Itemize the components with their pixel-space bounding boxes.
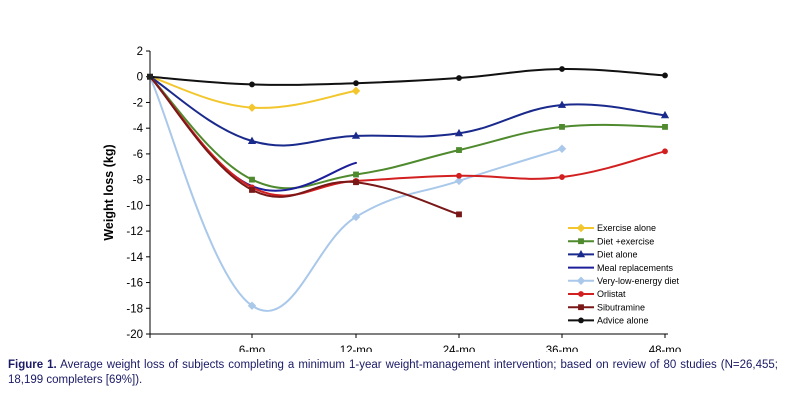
data-point-diet-exercise xyxy=(559,123,565,130)
legend-item-orlistat: Orlistat xyxy=(568,289,626,299)
legend-marker xyxy=(578,304,584,311)
y-tick-label: -2 xyxy=(133,97,143,109)
data-point-very-low-energy-diet xyxy=(454,176,464,186)
series-layer xyxy=(147,66,670,312)
legend-marker xyxy=(576,249,586,258)
data-point-advice-alone xyxy=(662,72,668,79)
legend-label: Diet alone xyxy=(597,250,638,260)
data-point-orlistat xyxy=(559,174,565,180)
series-advice-alone xyxy=(149,66,668,88)
series-line-diet-alone xyxy=(149,75,666,147)
series-meal-replacements xyxy=(149,75,357,192)
y-tick-label: -14 xyxy=(126,252,143,264)
figure-caption: Figure 1. Average weight loss of subject… xyxy=(8,358,778,388)
data-point-diet-exercise xyxy=(662,123,668,130)
x-tick-label: 48-mo xyxy=(649,345,682,352)
data-point-advice-alone xyxy=(249,81,255,88)
legend-item-very-low-energy-diet: Very-low-energy diet xyxy=(568,276,680,286)
data-point-advice-alone xyxy=(559,66,565,72)
data-point-exercise-alone xyxy=(351,86,361,96)
series-line-sibutramine xyxy=(149,75,460,216)
y-tick-label: -12 xyxy=(126,226,143,238)
series-diet-alone xyxy=(149,75,670,147)
data-point-diet-exercise xyxy=(353,171,359,178)
legend-label: Sibutramine xyxy=(597,302,645,312)
y-tick-label: -4 xyxy=(133,123,144,135)
series-sibutramine xyxy=(149,75,462,218)
series-diet-exercise xyxy=(149,75,668,190)
series-exercise-alone xyxy=(149,75,361,112)
data-point-diet-alone xyxy=(351,131,361,139)
legend-marker xyxy=(578,291,584,297)
legend-label: Very-low-energy diet xyxy=(597,276,680,286)
legend: Exercise alone Diet +exercise Diet alone Me… xyxy=(568,223,680,326)
data-point-diet-alone xyxy=(247,136,257,144)
data-point-sibutramine xyxy=(353,179,359,186)
legend-label: Orlistat xyxy=(597,289,626,299)
y-tick-label: -18 xyxy=(126,303,143,315)
y-tick-label: 0 xyxy=(137,72,143,84)
legend-marker xyxy=(576,276,586,286)
origin-point xyxy=(147,73,153,80)
legend-item-diet-alone: Diet alone xyxy=(568,250,638,260)
legend-item-diet-exercise: Diet +exercise xyxy=(568,236,654,246)
caption-text: Average weight loss of subjects completi… xyxy=(8,359,778,386)
legend-marker xyxy=(578,238,584,245)
legend-item-exercise-alone: Exercise alone xyxy=(568,223,656,233)
data-point-very-low-energy-diet xyxy=(247,301,257,310)
data-point-advice-alone xyxy=(456,75,462,81)
data-point-exercise-alone xyxy=(247,103,257,112)
data-point-very-low-energy-diet xyxy=(351,212,361,222)
data-point-diet-alone xyxy=(557,100,567,108)
data-point-orlistat xyxy=(456,172,462,179)
y-tick-label: 2 xyxy=(137,46,143,58)
data-point-advice-alone xyxy=(353,80,359,87)
series-very-low-energy-diet xyxy=(149,75,567,312)
series-line-exercise-alone xyxy=(149,75,357,109)
legend-label: Exercise alone xyxy=(597,223,656,233)
legend-marker xyxy=(576,223,586,233)
legend-item-sibutramine: Sibutramine xyxy=(568,302,645,312)
y-axis-title: Weight loss (kg) xyxy=(102,144,116,240)
series-line-orlistat xyxy=(149,75,666,197)
axes: 2 0 -2 -4 -6 -8 -10 -12 -14 -16 -18 -20 6-mo 12-mo 24-… xyxy=(102,46,681,352)
legend-label: Meal replacements xyxy=(597,263,674,273)
data-point-diet-alone xyxy=(660,110,670,119)
y-tick-label: -8 xyxy=(133,175,143,187)
x-tick-label: 36-mo xyxy=(546,345,579,352)
data-point-diet-exercise xyxy=(456,147,462,153)
data-point-very-low-energy-diet xyxy=(557,144,567,153)
x-tick-label: 24-mo xyxy=(443,345,476,352)
y-tick-label: -10 xyxy=(126,200,143,212)
x-tick-label: 6-mo xyxy=(239,345,265,352)
y-tick-label: -20 xyxy=(126,329,143,341)
data-point-sibutramine xyxy=(249,187,255,193)
series-orlistat xyxy=(149,75,668,197)
data-point-diet-exercise xyxy=(249,176,255,183)
legend-label: Diet +exercise xyxy=(597,236,654,246)
data-point-orlistat xyxy=(662,148,668,155)
legend-item-advice-alone: Advice alone xyxy=(568,316,649,326)
series-line-advice-alone xyxy=(149,67,666,86)
data-point-sibutramine xyxy=(456,211,462,218)
y-tick-label: -6 xyxy=(133,149,143,161)
series-line-diet-exercise xyxy=(149,75,666,190)
caption-lead: Figure 1. xyxy=(8,359,57,371)
x-tick-label: 12-mo xyxy=(340,345,373,352)
series-line-meal-replacements xyxy=(149,75,357,192)
legend-marker xyxy=(578,317,584,324)
y-tick-label: -16 xyxy=(126,278,143,290)
weight-loss-chart: 2 0 -2 -4 -6 -8 -10 -12 -14 -16 -18 -20 6-mo 12-mo 24-… xyxy=(102,46,681,352)
legend-item-meal-replacements: Meal replacements xyxy=(568,263,674,273)
data-point-diet-alone xyxy=(454,128,464,137)
legend-label: Advice alone xyxy=(597,316,649,326)
series-line-very-low-energy-diet xyxy=(149,75,563,312)
